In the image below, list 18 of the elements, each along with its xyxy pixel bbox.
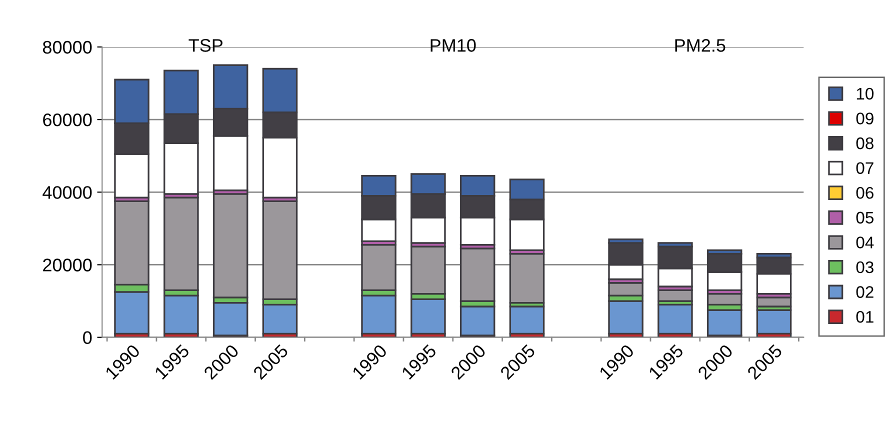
legend-label: 08	[856, 137, 874, 150]
legend-label: 07	[856, 162, 874, 174]
y-tick-label: 40000	[42, 186, 92, 199]
legend-label: 05	[856, 212, 874, 224]
legend-label: 10	[856, 88, 874, 100]
annotation: TSP	[188, 39, 222, 52]
legend-label: 03	[856, 261, 874, 274]
y-tick-label: 60000	[43, 113, 92, 126]
annotation: PM2.5	[675, 39, 726, 52]
legend-label: 09	[856, 112, 874, 124]
y-tick-label: 20000	[43, 258, 92, 272]
legend-label: 04	[856, 236, 874, 248]
annotation: PM10	[430, 39, 476, 52]
y-tick-label: 80000	[42, 40, 92, 54]
legend-label: 02	[856, 286, 874, 298]
legend-label: 01	[856, 310, 874, 323]
legend-label: 06	[856, 186, 874, 199]
y-tick-label: 0	[83, 331, 92, 344]
